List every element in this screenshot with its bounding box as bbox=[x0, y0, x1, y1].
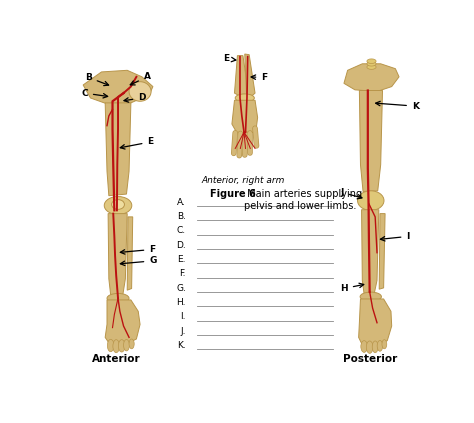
Text: I.: I. bbox=[181, 312, 186, 321]
Ellipse shape bbox=[124, 340, 129, 351]
Text: Anterior: Anterior bbox=[92, 354, 140, 363]
Ellipse shape bbox=[367, 59, 376, 63]
Text: A.: A. bbox=[177, 198, 186, 207]
Text: A: A bbox=[130, 72, 151, 85]
Text: C.: C. bbox=[177, 226, 186, 235]
Polygon shape bbox=[379, 214, 385, 289]
Polygon shape bbox=[362, 210, 379, 294]
Polygon shape bbox=[105, 103, 131, 196]
Ellipse shape bbox=[361, 341, 367, 352]
Circle shape bbox=[129, 82, 151, 101]
Ellipse shape bbox=[367, 61, 376, 66]
Text: E: E bbox=[120, 137, 154, 149]
Ellipse shape bbox=[235, 94, 255, 102]
Text: D.: D. bbox=[176, 241, 186, 250]
Polygon shape bbox=[108, 214, 127, 295]
Text: H.: H. bbox=[176, 298, 186, 307]
Ellipse shape bbox=[108, 339, 114, 352]
Ellipse shape bbox=[366, 341, 373, 353]
Text: I: I bbox=[381, 232, 410, 241]
Ellipse shape bbox=[104, 197, 132, 214]
Polygon shape bbox=[359, 299, 392, 346]
Text: Figure 6: Figure 6 bbox=[210, 189, 255, 199]
Text: F: F bbox=[120, 245, 155, 254]
Polygon shape bbox=[235, 56, 248, 96]
Polygon shape bbox=[245, 54, 255, 96]
Text: G.: G. bbox=[176, 284, 186, 293]
Text: F: F bbox=[251, 73, 267, 82]
Text: H: H bbox=[340, 283, 364, 293]
Ellipse shape bbox=[118, 340, 125, 352]
Text: J: J bbox=[340, 188, 362, 199]
Ellipse shape bbox=[111, 200, 125, 209]
Polygon shape bbox=[232, 100, 258, 134]
Ellipse shape bbox=[113, 340, 119, 353]
Text: E: E bbox=[223, 55, 236, 63]
Text: C: C bbox=[82, 88, 108, 98]
Text: B.: B. bbox=[177, 212, 186, 221]
Polygon shape bbox=[127, 217, 133, 290]
Ellipse shape bbox=[360, 292, 382, 301]
Ellipse shape bbox=[372, 341, 378, 353]
Text: Main arteries supplying
pelvis and lower limbs.: Main arteries supplying pelvis and lower… bbox=[244, 189, 362, 211]
Ellipse shape bbox=[382, 340, 387, 349]
Polygon shape bbox=[344, 64, 399, 91]
Text: K.: K. bbox=[177, 341, 186, 350]
Ellipse shape bbox=[107, 294, 129, 303]
Text: G: G bbox=[120, 256, 156, 266]
Text: Posterior: Posterior bbox=[343, 354, 397, 363]
Text: K: K bbox=[376, 101, 419, 111]
Polygon shape bbox=[83, 70, 153, 104]
Ellipse shape bbox=[357, 191, 384, 210]
Polygon shape bbox=[359, 91, 383, 192]
Ellipse shape bbox=[377, 341, 383, 351]
Ellipse shape bbox=[367, 65, 376, 69]
Text: Anterior, right arm: Anterior, right arm bbox=[201, 176, 284, 185]
Text: D: D bbox=[124, 93, 146, 102]
Polygon shape bbox=[105, 300, 140, 346]
Text: F.: F. bbox=[180, 269, 186, 278]
Text: J.: J. bbox=[181, 327, 186, 336]
Ellipse shape bbox=[129, 339, 134, 349]
Text: E.: E. bbox=[177, 255, 186, 264]
Text: B: B bbox=[85, 73, 109, 85]
